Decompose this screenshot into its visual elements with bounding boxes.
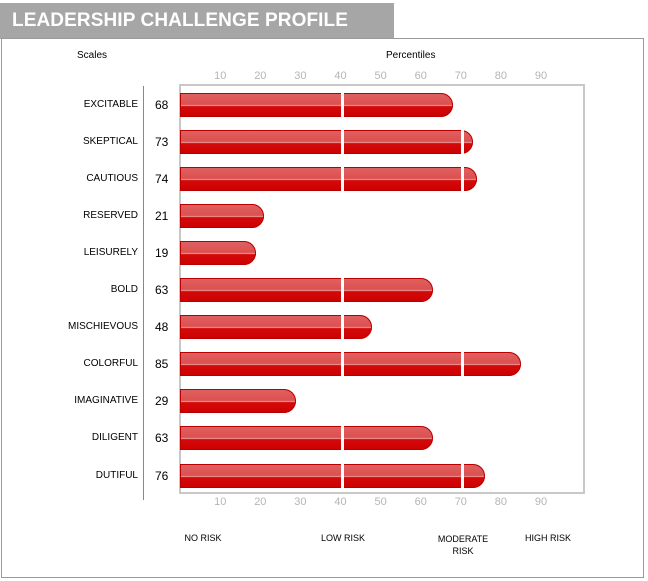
- x-tick-label-bottom: 90: [534, 496, 548, 508]
- scale-value: 73: [155, 135, 169, 150]
- scale-value: 29: [155, 394, 169, 409]
- x-tick-label-top: 30: [294, 70, 307, 82]
- scale-value: 76: [155, 468, 169, 483]
- scale-value: 19: [155, 246, 169, 261]
- bar-segment-divider: [461, 352, 465, 377]
- x-tick-label-bottom: 80: [494, 496, 508, 508]
- bar-segment-divider: [461, 130, 465, 155]
- x-tick-label-bottom: 20: [254, 496, 267, 508]
- x-tick-label-bottom: 30: [294, 496, 307, 508]
- bar: [180, 93, 453, 117]
- x-tick-label-top: 80: [494, 70, 508, 82]
- bar: [180, 278, 433, 303]
- x-tick-label-bottom: 60: [414, 496, 427, 508]
- bar-segment-divider: [340, 278, 344, 303]
- page-title: LEADERSHIP CHALLENGE PROFILE: [12, 10, 349, 31]
- bar: [180, 167, 477, 192]
- x-tick-label-bottom: 50: [374, 496, 387, 508]
- bar: [180, 315, 373, 340]
- scale-label: RESERVED: [83, 210, 138, 222]
- bar-segment-divider: [340, 93, 344, 117]
- bar: [180, 463, 485, 488]
- scale-label: IMAGINATIVE: [74, 395, 138, 407]
- scale-label: SKEPTICAL: [82, 136, 138, 148]
- scale-divider-line: [143, 86, 144, 500]
- scale-value: 68: [155, 98, 169, 112]
- scale-value: 85: [155, 357, 169, 372]
- scale-label: MISCHIEVOUS: [67, 321, 138, 333]
- bar-segment-divider: [340, 167, 344, 192]
- scale-label: DILIGENT: [91, 432, 138, 444]
- scale-label: CAUTIOUS: [86, 173, 138, 185]
- percentiles-header: Percentiles: [386, 50, 436, 61]
- bar-segment-divider: [340, 463, 344, 488]
- bar-segment-divider: [340, 426, 344, 451]
- x-tick-label-top: 90: [534, 70, 548, 82]
- risk-label: MODERATE RISK: [437, 534, 489, 556]
- chart-frame: [1, 38, 644, 578]
- scale-value: 21: [155, 209, 169, 224]
- x-tick-label-top: 10: [214, 70, 227, 82]
- bar: [180, 389, 297, 414]
- scale-value: 48: [155, 320, 169, 335]
- scale-value: 63: [155, 283, 169, 298]
- bar: [180, 204, 265, 229]
- scale-label: LEISURELY: [83, 247, 138, 259]
- bar-segment-divider: [340, 315, 344, 340]
- bar: [180, 241, 257, 266]
- bar-segment-divider: [461, 463, 465, 488]
- x-tick-label-top: 60: [414, 70, 427, 82]
- x-tick-label-top: 50: [374, 70, 387, 82]
- scale-label: COLORFUL: [83, 358, 138, 370]
- bar: [180, 426, 433, 451]
- x-tick-label-bottom: 70: [454, 496, 467, 508]
- title-bar: LEADERSHIP CHALLENGE PROFILE: [0, 3, 394, 39]
- bar-segment-divider: [340, 352, 344, 377]
- bar: [180, 130, 473, 155]
- scale-label: DUTIFUL: [95, 469, 138, 481]
- risk-label: LOW RISK: [320, 533, 365, 543]
- bar-segment-divider: [461, 167, 465, 192]
- x-tick-label-top: 70: [454, 70, 467, 82]
- x-tick-label-top: 40: [334, 70, 347, 82]
- bar-segment-divider: [340, 130, 344, 155]
- scale-label: EXCITABLE: [83, 99, 138, 110]
- scales-header: Scales: [77, 50, 108, 61]
- scale-value: 74: [155, 172, 169, 187]
- x-tick-label-bottom: 40: [334, 496, 347, 508]
- risk-label: NO RISK: [184, 533, 222, 543]
- bar: [180, 352, 521, 377]
- scale-label: BOLD: [110, 284, 138, 296]
- x-tick-label-top: 20: [254, 70, 267, 82]
- risk-label: HIGH RISK: [524, 533, 571, 543]
- x-tick-label-bottom: 10: [214, 496, 227, 508]
- scale-value: 63: [155, 431, 169, 446]
